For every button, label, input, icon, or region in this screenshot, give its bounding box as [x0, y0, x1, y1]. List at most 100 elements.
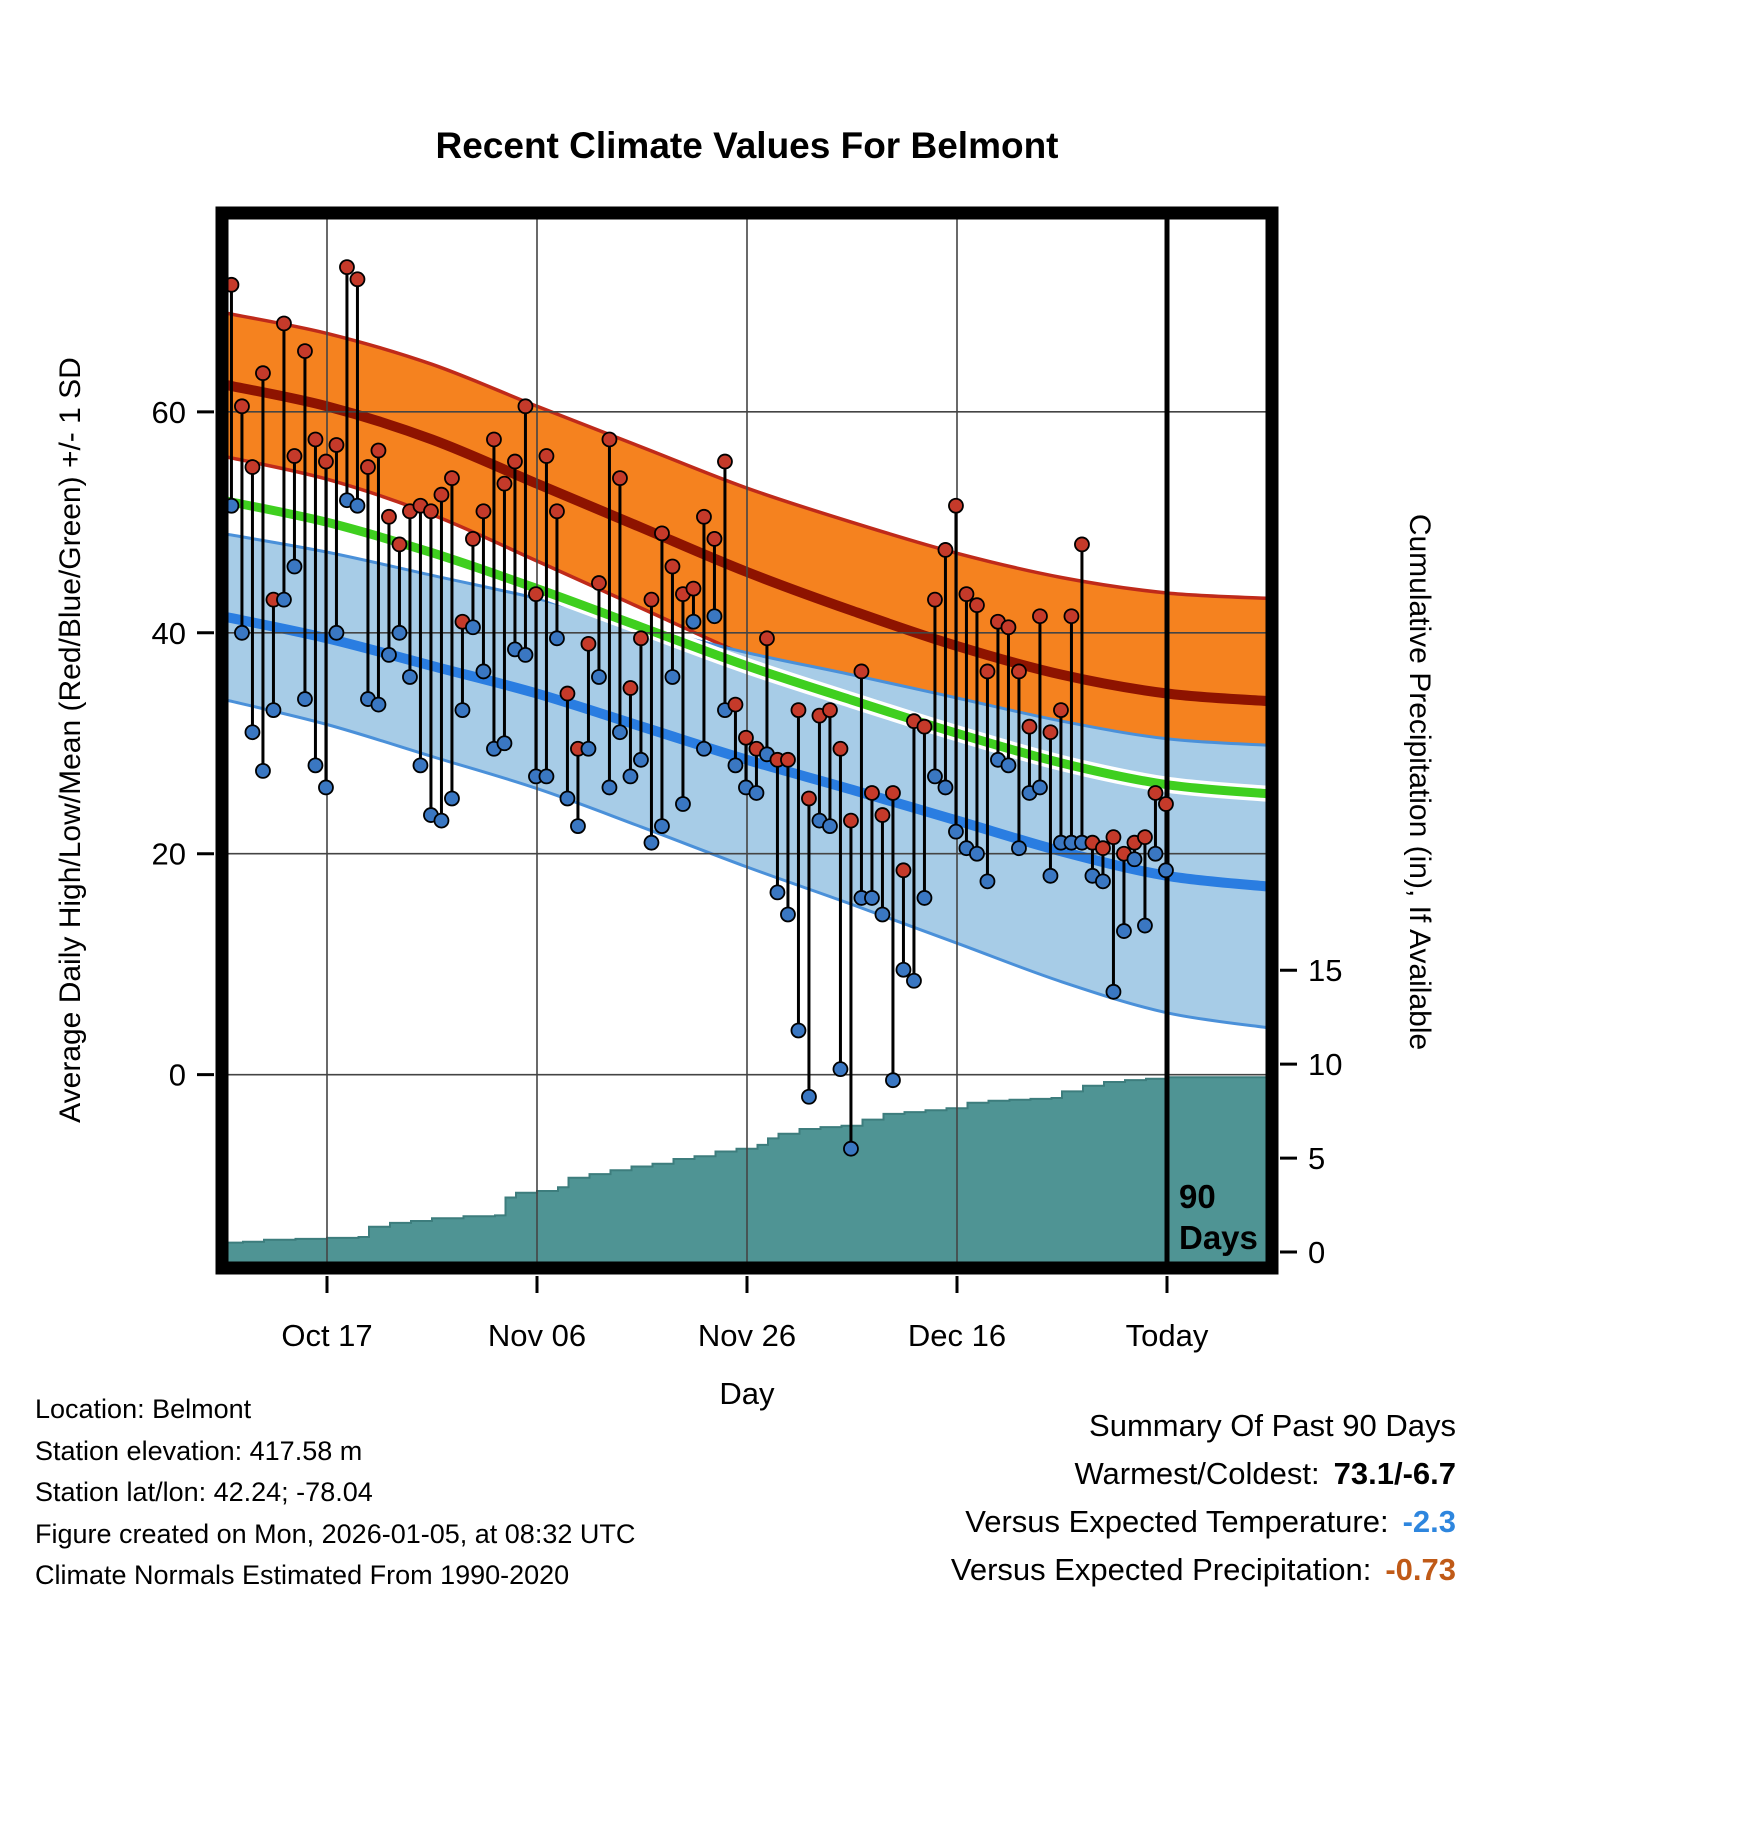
daily-high-marker — [286, 448, 303, 464]
normals-note: Climate Normals Estimated From 1990-2020 — [35, 1560, 570, 1590]
daily-high-marker — [874, 807, 891, 823]
daily-high-marker — [360, 459, 376, 475]
daily-high-marker — [979, 663, 996, 680]
daily-low-marker — [276, 591, 292, 608]
daily-high-marker — [727, 696, 744, 713]
chart-title: Recent Climate Values For Belmont — [435, 125, 1058, 166]
daily-high-marker — [895, 862, 912, 879]
daily-high-marker — [255, 365, 271, 382]
daily-high-marker — [370, 442, 387, 459]
daily-low-marker — [244, 724, 261, 741]
daily-high-marker — [591, 575, 607, 591]
daily-low-marker — [402, 669, 418, 685]
x-tick-label: Today — [1126, 1318, 1209, 1353]
daily-high-marker — [622, 680, 639, 696]
daily-low-marker — [906, 972, 922, 989]
yright-tick-label: 5 — [1308, 1141, 1325, 1176]
daily-high-marker — [234, 398, 250, 415]
daily-high-marker — [1158, 796, 1174, 812]
daily-low-marker — [580, 740, 597, 757]
station-lat-lon: Station lat/lon: 42.24; -78.04 — [35, 1477, 373, 1507]
summary-vs-temperature: Versus Expected Temperature: -2.3 — [951, 1498, 1456, 1546]
daily-low-marker — [843, 1140, 859, 1157]
daily-low-marker — [979, 873, 996, 890]
daily-high-marker — [916, 718, 933, 735]
daily-high-marker — [391, 536, 408, 553]
x-tick-label: Nov 26 — [698, 1318, 796, 1353]
daily-low-marker — [790, 1022, 807, 1039]
daily-high-marker — [433, 486, 450, 503]
daily-high-marker — [1042, 724, 1059, 741]
daily-high-marker — [801, 790, 817, 807]
daily-low-marker — [727, 757, 744, 774]
daily-high-marker — [822, 702, 838, 719]
plot-layer: Oct 17 Nov 06 Nov 26 Dec 16 Today 0 20 40 60 0 5 10… — [152, 206, 1343, 1353]
daily-high-marker — [654, 525, 670, 542]
vs-temperature-label: Versus Expected Temperature: — [965, 1504, 1389, 1539]
vs-precipitation-value: -0.73 — [1385, 1552, 1456, 1587]
daily-high-marker — [948, 497, 964, 514]
daily-high-marker — [790, 702, 807, 719]
daily-low-marker — [318, 779, 334, 796]
daily-high-marker — [706, 530, 723, 547]
daily-low-marker — [874, 906, 891, 923]
daily-high-marker — [559, 685, 576, 702]
daily-low-marker — [496, 735, 513, 752]
daily-high-marker — [1063, 608, 1080, 625]
daily-high-marker — [517, 398, 534, 415]
daily-low-marker — [927, 768, 943, 785]
daily-high-marker — [843, 812, 859, 829]
daily-low-marker — [885, 1072, 901, 1089]
daily-low-marker — [265, 702, 282, 719]
station-location: Location: Belmont — [35, 1394, 252, 1424]
daily-high-marker — [538, 448, 555, 464]
daily-high-marker — [475, 503, 492, 520]
daily-high-marker — [1000, 619, 1017, 636]
daily-high-marker — [1105, 829, 1122, 846]
yright-tick-label: 0 — [1308, 1235, 1325, 1270]
daily-high-marker — [244, 459, 261, 475]
daily-high-marker — [832, 740, 849, 757]
daily-low-marker — [643, 834, 660, 851]
daily-low-marker — [769, 884, 786, 901]
station-info-block: Location: Belmont Station elevation: 417… — [35, 1389, 635, 1597]
daily-high-marker — [927, 591, 943, 608]
yleft-tick-label: 60 — [152, 395, 186, 430]
daily-high-marker — [1095, 840, 1111, 857]
daily-low-marker — [948, 823, 964, 840]
summary-title: Summary Of Past 90 Days — [1089, 1408, 1456, 1443]
daily-low-marker — [559, 790, 576, 807]
daily-low-marker — [1147, 845, 1164, 862]
daily-low-marker — [454, 702, 471, 719]
daily-high-marker — [496, 475, 513, 492]
daily-low-marker — [1105, 983, 1122, 1000]
daily-low-marker — [255, 762, 271, 779]
daily-high-marker — [633, 630, 649, 647]
daily-high-marker — [1137, 829, 1153, 846]
daily-low-marker — [307, 757, 324, 774]
yright-tick-label: 15 — [1308, 953, 1342, 988]
daily-low-marker — [1032, 779, 1048, 796]
daily-low-marker — [1011, 840, 1027, 857]
axis-ticks: Oct 17 Nov 06 Nov 26 Dec 16 Today 0 20 40 60 0 5 10… — [152, 395, 1343, 1353]
daily-low-marker — [832, 1061, 849, 1078]
figure-created: Figure created on Mon, 2026-01-05, at 08… — [35, 1518, 636, 1549]
daily-high-marker — [643, 591, 660, 608]
daily-high-marker — [307, 431, 324, 448]
daily-low-marker — [664, 669, 681, 685]
daily-high-marker — [1021, 718, 1038, 735]
daily-high-marker — [601, 431, 618, 448]
daily-high-marker — [465, 530, 481, 547]
daily-low-marker — [591, 669, 607, 685]
station-elevation: Station elevation: 417.58 m — [35, 1435, 363, 1466]
daily-high-marker — [1147, 785, 1164, 801]
daily-low-marker — [297, 691, 313, 707]
daily-low-marker — [937, 779, 954, 796]
warmest-coldest-label: Warmest/Coldest: — [1074, 1456, 1320, 1491]
x-tick-label: Oct 17 — [281, 1318, 372, 1353]
daily-high-marker — [580, 635, 597, 652]
vs-precipitation-label: Versus Expected Precipitation: — [950, 1552, 1372, 1587]
daily-low-marker — [1042, 867, 1059, 884]
yleft-tick-label: 0 — [169, 1058, 186, 1093]
